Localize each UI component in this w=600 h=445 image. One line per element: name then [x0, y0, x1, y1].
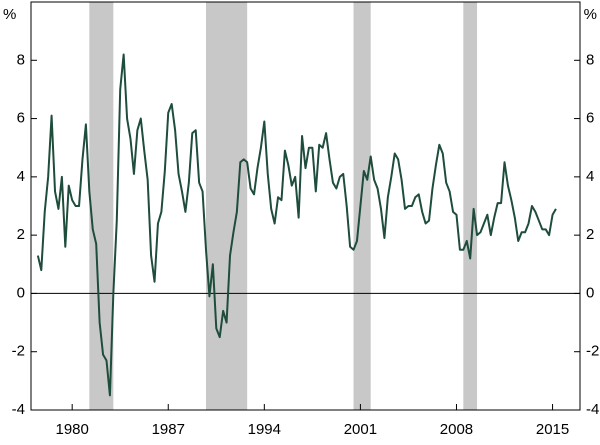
y-tick-label: 6: [17, 110, 25, 127]
x-tick-label: 2008: [440, 421, 473, 438]
y-unit-right: %: [584, 6, 597, 23]
x-tick-label: 2015: [536, 421, 569, 438]
series-line: [36, 53, 557, 397]
y-tick-label: -2: [12, 343, 25, 360]
recession-band: [463, 2, 478, 410]
y2-tick-label: -2: [586, 343, 599, 360]
x-tick-label: 1987: [152, 421, 185, 438]
recession-band: [353, 2, 371, 410]
y-tick-label: -4: [12, 401, 25, 418]
y-tick-label: 4: [17, 168, 25, 185]
y2-tick-label: -4: [586, 401, 599, 418]
y2-tick-label: 0: [586, 284, 594, 301]
y2-tick-label: 4: [586, 168, 594, 185]
y-tick-label: 2: [17, 226, 25, 243]
recession-band: [89, 2, 114, 410]
x-tick-label: 1994: [248, 421, 281, 438]
x-tick-label: 1980: [55, 421, 88, 438]
y-unit-left: %: [3, 6, 16, 23]
recession-band: [205, 2, 248, 410]
plot-frame: [30, 1, 581, 411]
y2-tick-label: 6: [586, 110, 594, 127]
x-tick-label: 2001: [344, 421, 377, 438]
y2-tick-label: 2: [586, 226, 594, 243]
y-tick-label: 8: [17, 51, 25, 68]
y2-tick-label: 8: [586, 51, 594, 68]
y-tick-label: 0: [17, 284, 25, 301]
